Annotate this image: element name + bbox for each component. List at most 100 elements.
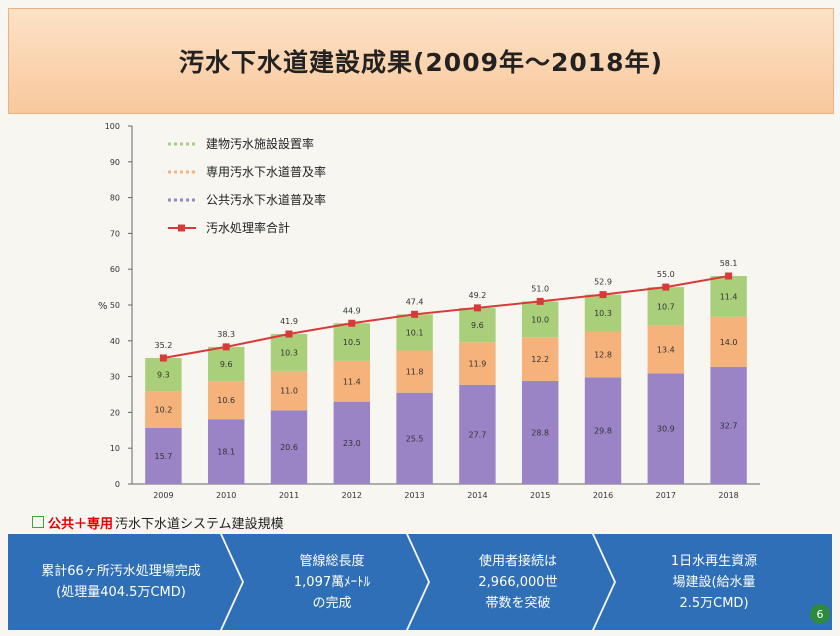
bar-segment — [207, 381, 245, 420]
caption-text: 汚水下水道システム建設規模 — [115, 516, 284, 532]
x-tick-label: 2011 — [279, 491, 299, 500]
bar-segment — [647, 287, 685, 326]
bar-value-label: 13.4 — [657, 345, 675, 354]
y-tick-label: 10 — [110, 444, 120, 453]
total-value-label: 44.9 — [343, 306, 361, 315]
bar-value-label: 9.6 — [220, 360, 233, 369]
bar-segment — [647, 373, 685, 484]
bar-value-label: 10.0 — [531, 315, 549, 324]
y-tick-label: 40 — [110, 337, 120, 346]
x-tick-label: 2018 — [718, 491, 738, 500]
total-point — [285, 330, 293, 338]
bar-segment — [521, 337, 559, 381]
total-point — [159, 354, 167, 362]
total-value-label: 51.0 — [531, 284, 549, 293]
achievement-arrows — [8, 534, 832, 630]
bar-value-label: 25.5 — [406, 434, 424, 443]
chart-area: 0 10 20 30 40 50 60 70 80 90 100% 15.7 10.2 9.3 2009 18… — [90, 118, 780, 518]
bar-value-label: 29.8 — [594, 427, 612, 436]
bar-value-label: 12.2 — [531, 355, 549, 364]
x-tick-label: 2013 — [404, 491, 424, 500]
arrow-label-2: 管線総長度 1,097萬ﾒｰﾄﾙ の完成 — [293, 553, 371, 611]
total-point — [536, 297, 544, 305]
total-point — [662, 283, 670, 291]
total-point — [599, 291, 607, 299]
total-value-label: 52.9 — [594, 278, 612, 287]
y-tick-label: 50 — [110, 301, 120, 310]
bar-value-label: 11.4 — [343, 377, 361, 386]
bar-value-label: 9.3 — [157, 371, 170, 380]
bar-segment — [333, 323, 371, 361]
total-point — [473, 304, 481, 312]
y-tick-label: 100 — [105, 122, 120, 131]
bar-value-label: 27.7 — [468, 430, 486, 439]
bar-segment — [207, 346, 245, 382]
bar-segment — [270, 370, 308, 411]
legend-label: 汚水処理率合計 — [206, 220, 290, 235]
bar-segment — [145, 391, 182, 428]
bar-value-label: 11.9 — [468, 360, 486, 369]
x-tick-label: 2012 — [342, 491, 362, 500]
x-tick-label: 2016 — [593, 491, 613, 500]
total-point — [348, 319, 356, 327]
y-tick-label: 70 — [110, 229, 120, 238]
legend-label: 公共汚水下水道普及率 — [206, 192, 326, 207]
arrow-shape-1 — [8, 534, 242, 630]
bar-segment — [145, 357, 182, 392]
bar-segment — [459, 307, 496, 343]
x-tick-label: 2017 — [656, 491, 676, 500]
bar-value-label: 11.0 — [280, 387, 298, 396]
bar-value-label: 10.7 — [657, 302, 675, 311]
legend-label: 建物汚水施設設置率 — [206, 136, 314, 151]
bar-value-label: 15.7 — [154, 452, 172, 461]
total-point — [725, 272, 733, 280]
stacked-bar-chart: 0 10 20 30 40 50 60 70 80 90 100% 15.7 10.2 9.3 2009 18… — [98, 122, 760, 500]
total-value-label: 55.0 — [657, 270, 675, 279]
y-tick-label: 80 — [110, 194, 120, 203]
bar-segment — [396, 350, 433, 393]
total-value-label: 35.2 — [154, 341, 172, 350]
bar-segment — [396, 314, 433, 351]
bar-segment — [459, 342, 496, 385]
bar-segment — [584, 294, 622, 332]
y-tick-label: 30 — [110, 373, 120, 382]
arrow-label-1: 累計66ヶ所汚水処理場完成 (処理量404.5万CMD) — [41, 564, 201, 600]
y-tick-label: 0 — [115, 480, 120, 489]
x-tick-label: 2015 — [530, 491, 550, 500]
bar-segment — [521, 301, 559, 338]
arrow-shape-3 — [408, 534, 614, 630]
arrow-label-4: 1日水再生資源 場建設(給水量 2.5万CMD) — [670, 553, 758, 611]
bar-segment — [270, 410, 308, 484]
arrow-shapes — [8, 534, 832, 630]
bar-segment — [270, 333, 308, 371]
bar-segment — [710, 366, 747, 484]
bar-segment — [207, 419, 245, 484]
bar-value-label: 18.1 — [217, 448, 235, 457]
bar-segment — [584, 377, 622, 484]
title-bar: 汚水下水道建設成果(2009年〜2018年) — [8, 8, 834, 114]
arrow-shape-2 — [222, 534, 428, 630]
bar-segment — [145, 427, 182, 484]
total-value-label: 41.9 — [280, 317, 298, 326]
bar-value-label: 10.2 — [154, 406, 172, 415]
bar-segment — [333, 401, 371, 484]
bar-value-label: 28.8 — [531, 428, 549, 437]
caption-box-icon — [32, 516, 44, 528]
bar-segment — [710, 316, 747, 367]
bar-value-label: 32.7 — [720, 421, 738, 430]
bar-value-label: 10.5 — [343, 338, 361, 347]
bar-value-label: 9.6 — [471, 321, 484, 330]
chart-caption: 公共＋専用 汚水下水道システム建設規模 — [32, 512, 284, 532]
page-number-badge: 6 — [810, 604, 830, 624]
bar-segment — [710, 276, 747, 317]
page-title: 汚水下水道建設成果(2009年〜2018年) — [178, 48, 663, 77]
total-value-label: 38.3 — [217, 330, 235, 339]
bar-value-label: 14.0 — [720, 338, 738, 347]
bar-value-label: 10.6 — [217, 396, 235, 405]
bar-value-label: 20.6 — [280, 443, 298, 452]
total-value-label: 47.4 — [406, 297, 424, 306]
y-axis-label: % — [98, 301, 108, 312]
total-value-label: 49.2 — [468, 291, 486, 300]
y-tick-label: 60 — [110, 265, 120, 274]
legend-label: 専用汚水下水道普及率 — [206, 164, 326, 179]
